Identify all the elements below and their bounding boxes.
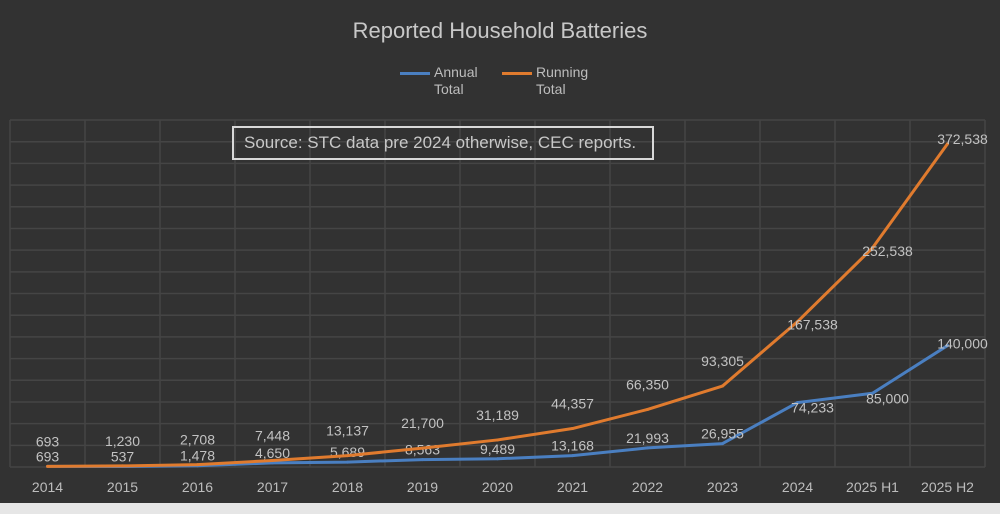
- x-tick-label: 2017: [257, 479, 288, 495]
- data-point: [421, 446, 424, 450]
- data-label: 537: [111, 449, 135, 465]
- data-point: [571, 454, 574, 458]
- data-label: 66,350: [626, 376, 669, 392]
- data-label: 21,993: [626, 430, 669, 446]
- data-label: 13,168: [551, 438, 594, 454]
- legend: Annual Total Running Total: [400, 64, 589, 98]
- data-point: [946, 344, 949, 348]
- source-annotation: Source: STC data pre 2024 otherwise, CEC…: [232, 126, 654, 160]
- data-label: 21,700: [401, 415, 444, 431]
- x-tick-label: 2021: [557, 479, 588, 495]
- data-point: [796, 320, 799, 324]
- data-point: [646, 407, 649, 411]
- data-point: [271, 461, 274, 465]
- data-label: 31,189: [476, 407, 519, 423]
- x-tick-label: 2014: [32, 479, 63, 495]
- data-label: 4,650: [255, 445, 290, 461]
- data-point: [646, 446, 649, 450]
- x-tick-label: 2025 H2: [921, 479, 974, 495]
- x-tick-label: 2020: [482, 479, 513, 495]
- x-tick-label: 2019: [407, 479, 438, 495]
- legend-item-running: Running Total: [502, 64, 589, 98]
- x-tick-label: 2018: [332, 479, 363, 495]
- data-label: 13,137: [326, 423, 369, 439]
- spreadsheet-strip: [0, 503, 1000, 514]
- data-label: 26,955: [701, 426, 744, 442]
- data-point: [871, 246, 874, 250]
- data-label: 9,489: [480, 441, 515, 457]
- data-point: [796, 401, 799, 405]
- data-point: [121, 464, 124, 468]
- legend-label: Annual Total: [434, 64, 478, 97]
- data-label: 74,233: [791, 400, 834, 416]
- legend-swatch: [400, 72, 430, 75]
- x-tick-label: 2024: [782, 479, 813, 495]
- data-point: [571, 427, 574, 431]
- data-label: 167,538: [787, 317, 838, 333]
- data-label: 2,708: [180, 432, 215, 448]
- data-label: 252,538: [862, 243, 913, 259]
- data-point: [346, 454, 349, 458]
- data-point: [946, 142, 949, 146]
- data-label: 1,478: [180, 448, 215, 464]
- data-label: 85,000: [866, 390, 909, 406]
- legend-item-annual: Annual Total: [400, 64, 484, 98]
- data-label: 44,357: [551, 396, 594, 412]
- data-point: [346, 460, 349, 464]
- data-point: [496, 438, 499, 442]
- data-label: 1,230: [105, 433, 140, 449]
- data-point: [46, 464, 49, 468]
- data-point: [721, 384, 724, 388]
- data-point: [721, 442, 724, 446]
- data-label: 93,305: [701, 353, 744, 369]
- x-tick-label: 2022: [632, 479, 663, 495]
- x-tick-label: 2016: [182, 479, 213, 495]
- x-tick-label: 2015: [107, 479, 138, 495]
- data-point: [496, 457, 499, 461]
- data-label: 693: [36, 433, 60, 449]
- data-label: 693: [36, 448, 60, 464]
- x-tick-label: 2025 H1: [846, 479, 899, 495]
- legend-label: Running Total: [536, 64, 589, 97]
- data-point: [196, 463, 199, 467]
- x-tick-label: 2023: [707, 479, 738, 495]
- data-label: 7,448: [255, 428, 290, 444]
- data-label: 140,000: [937, 336, 988, 352]
- data-label: 372,538: [937, 131, 988, 147]
- data-point: [271, 459, 274, 463]
- chart-title: Reported Household Batteries: [352, 18, 648, 43]
- legend-swatch: [502, 72, 532, 75]
- data-point: [871, 391, 874, 395]
- data-point: [421, 458, 424, 462]
